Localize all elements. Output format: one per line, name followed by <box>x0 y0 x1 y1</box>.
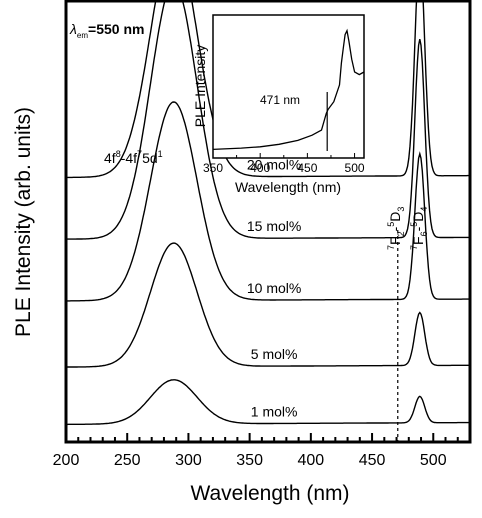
x-tick-label: 350 <box>236 452 263 469</box>
t2-end: D <box>410 212 426 222</box>
x-tick-label: 250 <box>114 452 141 469</box>
t1-mid: - <box>387 226 403 231</box>
x-tick-label: 450 <box>359 452 386 469</box>
band-label-part-a: 4f <box>104 150 116 166</box>
emission-wavelength-note: λem=550 nm <box>69 21 144 40</box>
inset-x-axis: 350 400 450 500 <box>203 153 365 175</box>
t1-sub: 2 <box>396 231 406 236</box>
series-label-1: 1 mol% <box>251 403 298 419</box>
x-tick-label: 500 <box>420 452 447 469</box>
inset-chart: 471 nm 350 400 450 500 Wavelength (nm) PLE … <box>192 14 365 195</box>
t2-base: F <box>410 236 426 245</box>
main-y-axis-title: PLE Intensity (arb. units) <box>12 107 35 337</box>
main-plot-frame <box>64 0 472 444</box>
band-label: 4f8-4f75d1 <box>104 149 163 166</box>
lambda-value: =550 nm <box>88 21 144 37</box>
t2-mid: - <box>410 226 426 231</box>
t1-mid-sup: 5 <box>386 222 396 227</box>
lambda-subscript: em <box>77 31 88 40</box>
inset-plot-frame <box>212 14 365 159</box>
t1-pre-sup: 7 <box>386 245 396 250</box>
band-label-sup-a: 8 <box>116 149 121 159</box>
transition-label-f2-d3: 7F2-5D3 <box>386 207 406 250</box>
main-x-axis: 200 250 300 350 400 450 500 <box>53 433 471 469</box>
series-label-2: 5 mol% <box>251 346 298 362</box>
inset-x-tick-label: 350 <box>203 161 223 175</box>
main-series-labels: 1 mol% 5 mol% 10 mol% 15 mol% 20 mol% <box>247 156 301 419</box>
x-tick-label: 200 <box>53 452 80 469</box>
main-x-axis-title: Wavelength (nm) <box>190 482 349 505</box>
t1-end: D <box>387 212 403 222</box>
series-line-4 <box>66 0 470 240</box>
inset-x-axis-title: Wavelength (nm) <box>235 179 341 195</box>
series-line-3 <box>66 101 470 302</box>
band-label-sup-b: 7 <box>137 149 142 159</box>
t2-end-sub: 4 <box>419 207 429 212</box>
x-tick-label: 300 <box>175 452 202 469</box>
main-series-group <box>66 0 470 426</box>
inset-annotation: 471 nm <box>260 93 300 107</box>
series-label-5: 20 mol% <box>247 156 301 172</box>
inset-y-axis-title: PLE Intensity <box>192 45 208 128</box>
series-line-2 <box>66 242 470 368</box>
inset-x-tick-label: 450 <box>297 161 317 175</box>
lambda-symbol: λ <box>69 21 77 37</box>
transition-label-f6-d4: 7F6-5D4 <box>409 207 429 250</box>
band-label-part-b: -4f <box>121 150 137 166</box>
t1-base: F <box>387 236 403 245</box>
inset-x-tick-label: 500 <box>345 161 365 175</box>
series-label-3: 10 mol% <box>247 280 301 296</box>
band-label-part-c: 5d <box>142 150 158 166</box>
t2-mid-sup: 5 <box>409 222 419 227</box>
band-label-sup-c: 1 <box>158 149 163 159</box>
t2-pre-sup: 7 <box>409 245 419 250</box>
inset-x-tick-label: 400 <box>250 161 270 175</box>
t2-sub: 6 <box>419 231 429 236</box>
series-label-4: 15 mol% <box>247 218 301 234</box>
inset-series-line <box>212 28 365 151</box>
series-line-5 <box>66 0 470 179</box>
t1-end-sub: 3 <box>396 207 406 212</box>
x-tick-label: 400 <box>297 452 324 469</box>
series-line-1 <box>66 379 470 426</box>
